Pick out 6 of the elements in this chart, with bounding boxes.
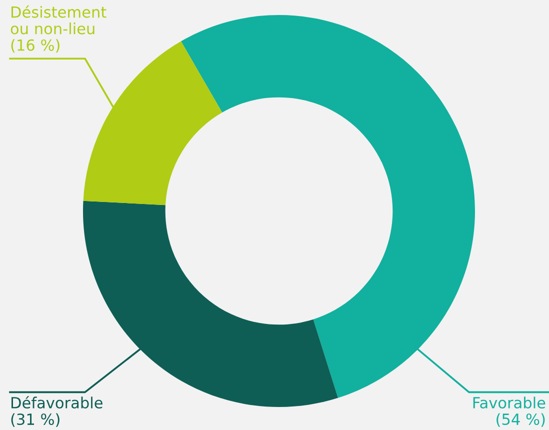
- data-label: (16 %): [11, 39, 60, 53]
- slice-label: Favorable: [473, 396, 546, 409]
- data-label: (54 %): [496, 413, 545, 427]
- data-label: (31 %): [11, 413, 60, 427]
- slice-label: Désistement ou non-lieu: [10, 5, 106, 34]
- slice-label: Défavorable: [12, 396, 102, 409]
